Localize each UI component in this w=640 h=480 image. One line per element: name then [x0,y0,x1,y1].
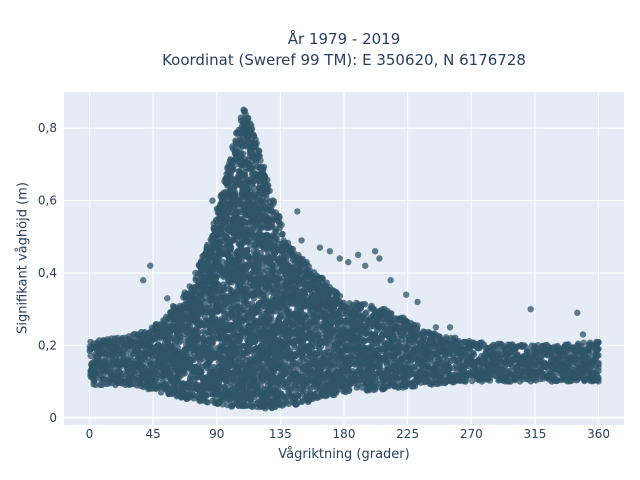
data-point [248,122,255,129]
data-point [198,368,205,376]
data-point [87,352,94,360]
data-point [201,295,208,302]
data-point [279,231,286,238]
data-point [174,344,182,351]
data-point [336,292,344,300]
data-point [276,213,283,220]
data-point [178,337,185,344]
data-point [259,166,267,173]
data-point [257,157,264,164]
data-point [118,370,126,378]
data-point [266,187,273,194]
data-point [278,221,285,229]
data-point [270,200,277,207]
data-point [204,399,211,406]
data-point [210,363,217,371]
data-points [86,106,602,412]
data-point [283,258,290,265]
data-point [205,363,213,370]
data-point [92,381,99,389]
data-point [181,370,188,377]
data-point [195,328,202,336]
